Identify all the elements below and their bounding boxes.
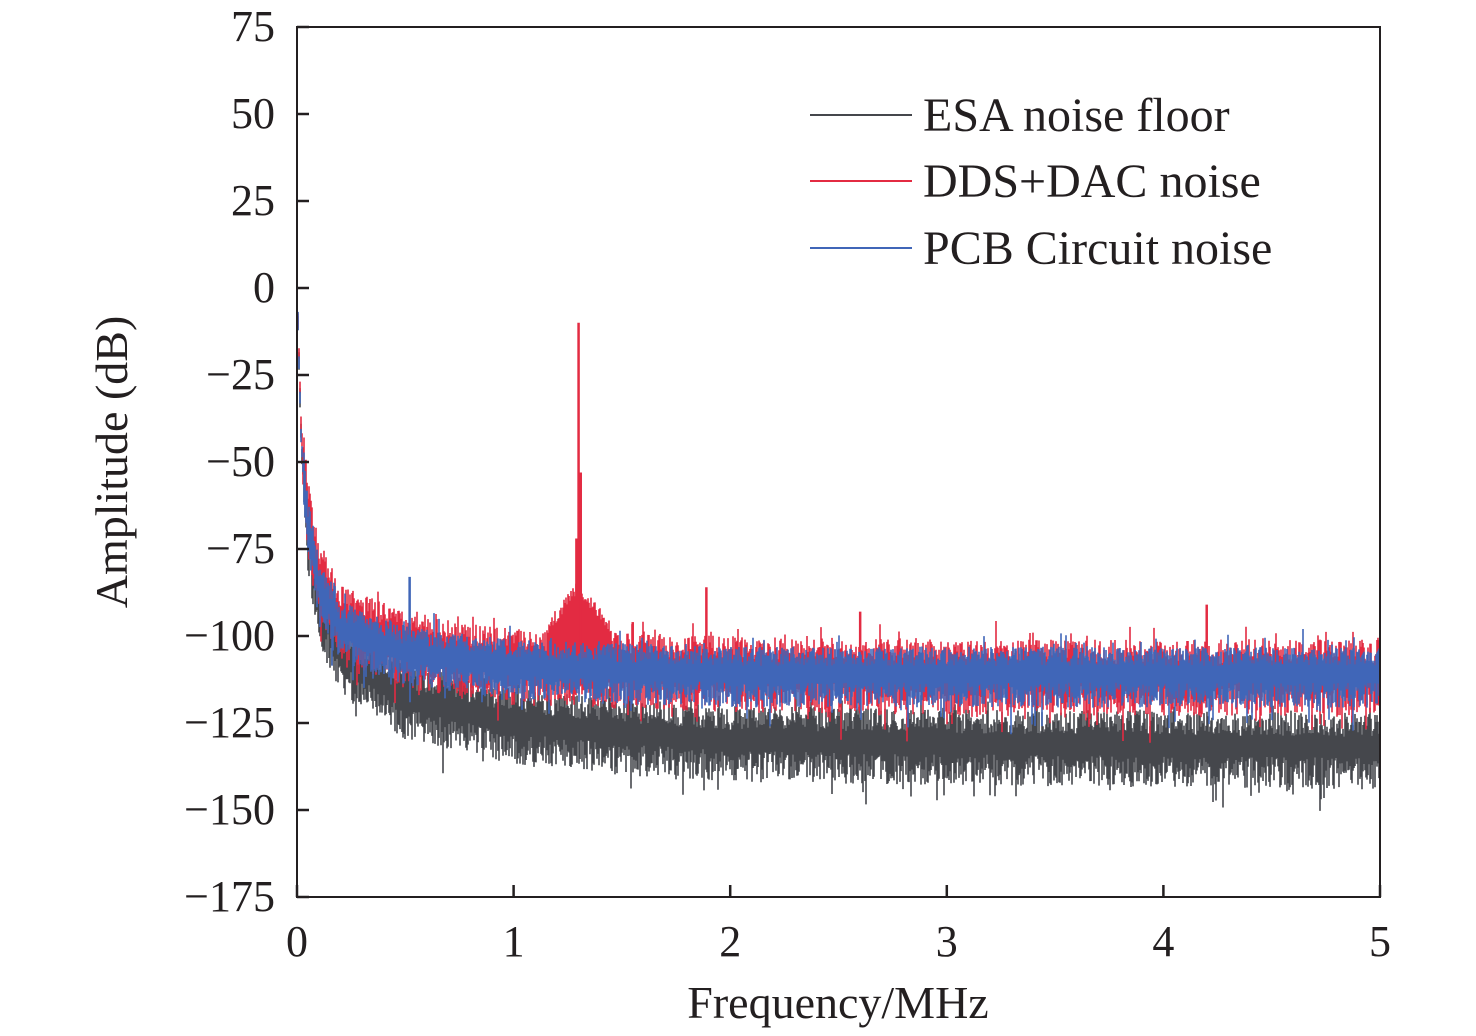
legend-label: ESA noise floor	[923, 89, 1230, 142]
y-tick-label: 25	[231, 176, 275, 225]
x-axis-label: Frequency/MHz	[687, 977, 988, 1028]
series-trace	[297, 311, 1380, 735]
series-esa-noise-floor	[297, 316, 1380, 811]
plot-marks	[297, 311, 1380, 811]
x-tick-label: 0	[286, 917, 308, 966]
y-tick-label: −25	[206, 350, 275, 399]
y-tick-label: −75	[206, 524, 275, 573]
legend-item: DDS+DAC noise	[810, 155, 1261, 208]
y-tick-label: −50	[206, 437, 275, 486]
y-tick-label: −175	[184, 872, 275, 921]
legend-item: PCB Circuit noise	[810, 222, 1272, 275]
y-tick-label: 75	[231, 2, 275, 51]
x-tick-label: 5	[1369, 917, 1391, 966]
legend-item: ESA noise floor	[810, 89, 1230, 142]
y-tick-label: 0	[253, 263, 275, 312]
y-tick-label: −150	[184, 785, 275, 834]
series-pcb-circuit-noise	[297, 311, 1380, 735]
series-trace	[297, 316, 1380, 811]
legend: ESA noise floor DDS+DAC noise PCB Circuit …	[810, 89, 1272, 275]
legend-label: PCB Circuit noise	[923, 222, 1272, 275]
y-tick-label: 50	[231, 89, 275, 138]
y-tick-label: −125	[184, 698, 275, 747]
x-tick-label: 4	[1152, 917, 1174, 966]
x-tick-label: 2	[719, 917, 741, 966]
y-axis-label: Amplitude (dB)	[86, 316, 137, 609]
x-tick-label: 3	[936, 917, 958, 966]
x-tick-label: 1	[503, 917, 525, 966]
y-tick-label: −100	[184, 611, 275, 660]
legend-label: DDS+DAC noise	[923, 155, 1261, 208]
